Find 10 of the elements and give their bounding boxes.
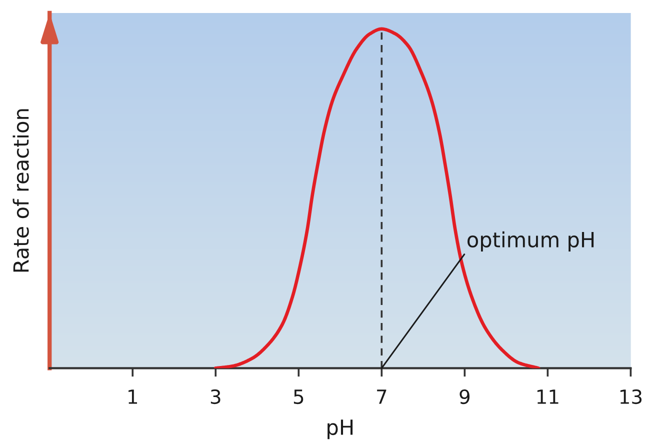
annotation: optimum pH <box>468 231 594 252</box>
x-tick-label: 9 <box>460 389 470 404</box>
x-tick-label: 7 <box>377 390 386 404</box>
x-tick-label: 11 <box>537 390 558 404</box>
x-tick-label: 3 <box>210 389 220 404</box>
x-tick-label: 13 <box>620 389 642 404</box>
x-tick-label: 1 <box>128 390 138 404</box>
x-tick-label: 5 <box>294 390 304 404</box>
y-axis-title: Rate of reaction <box>12 109 29 272</box>
x-axis-title: pH <box>328 420 353 440</box>
